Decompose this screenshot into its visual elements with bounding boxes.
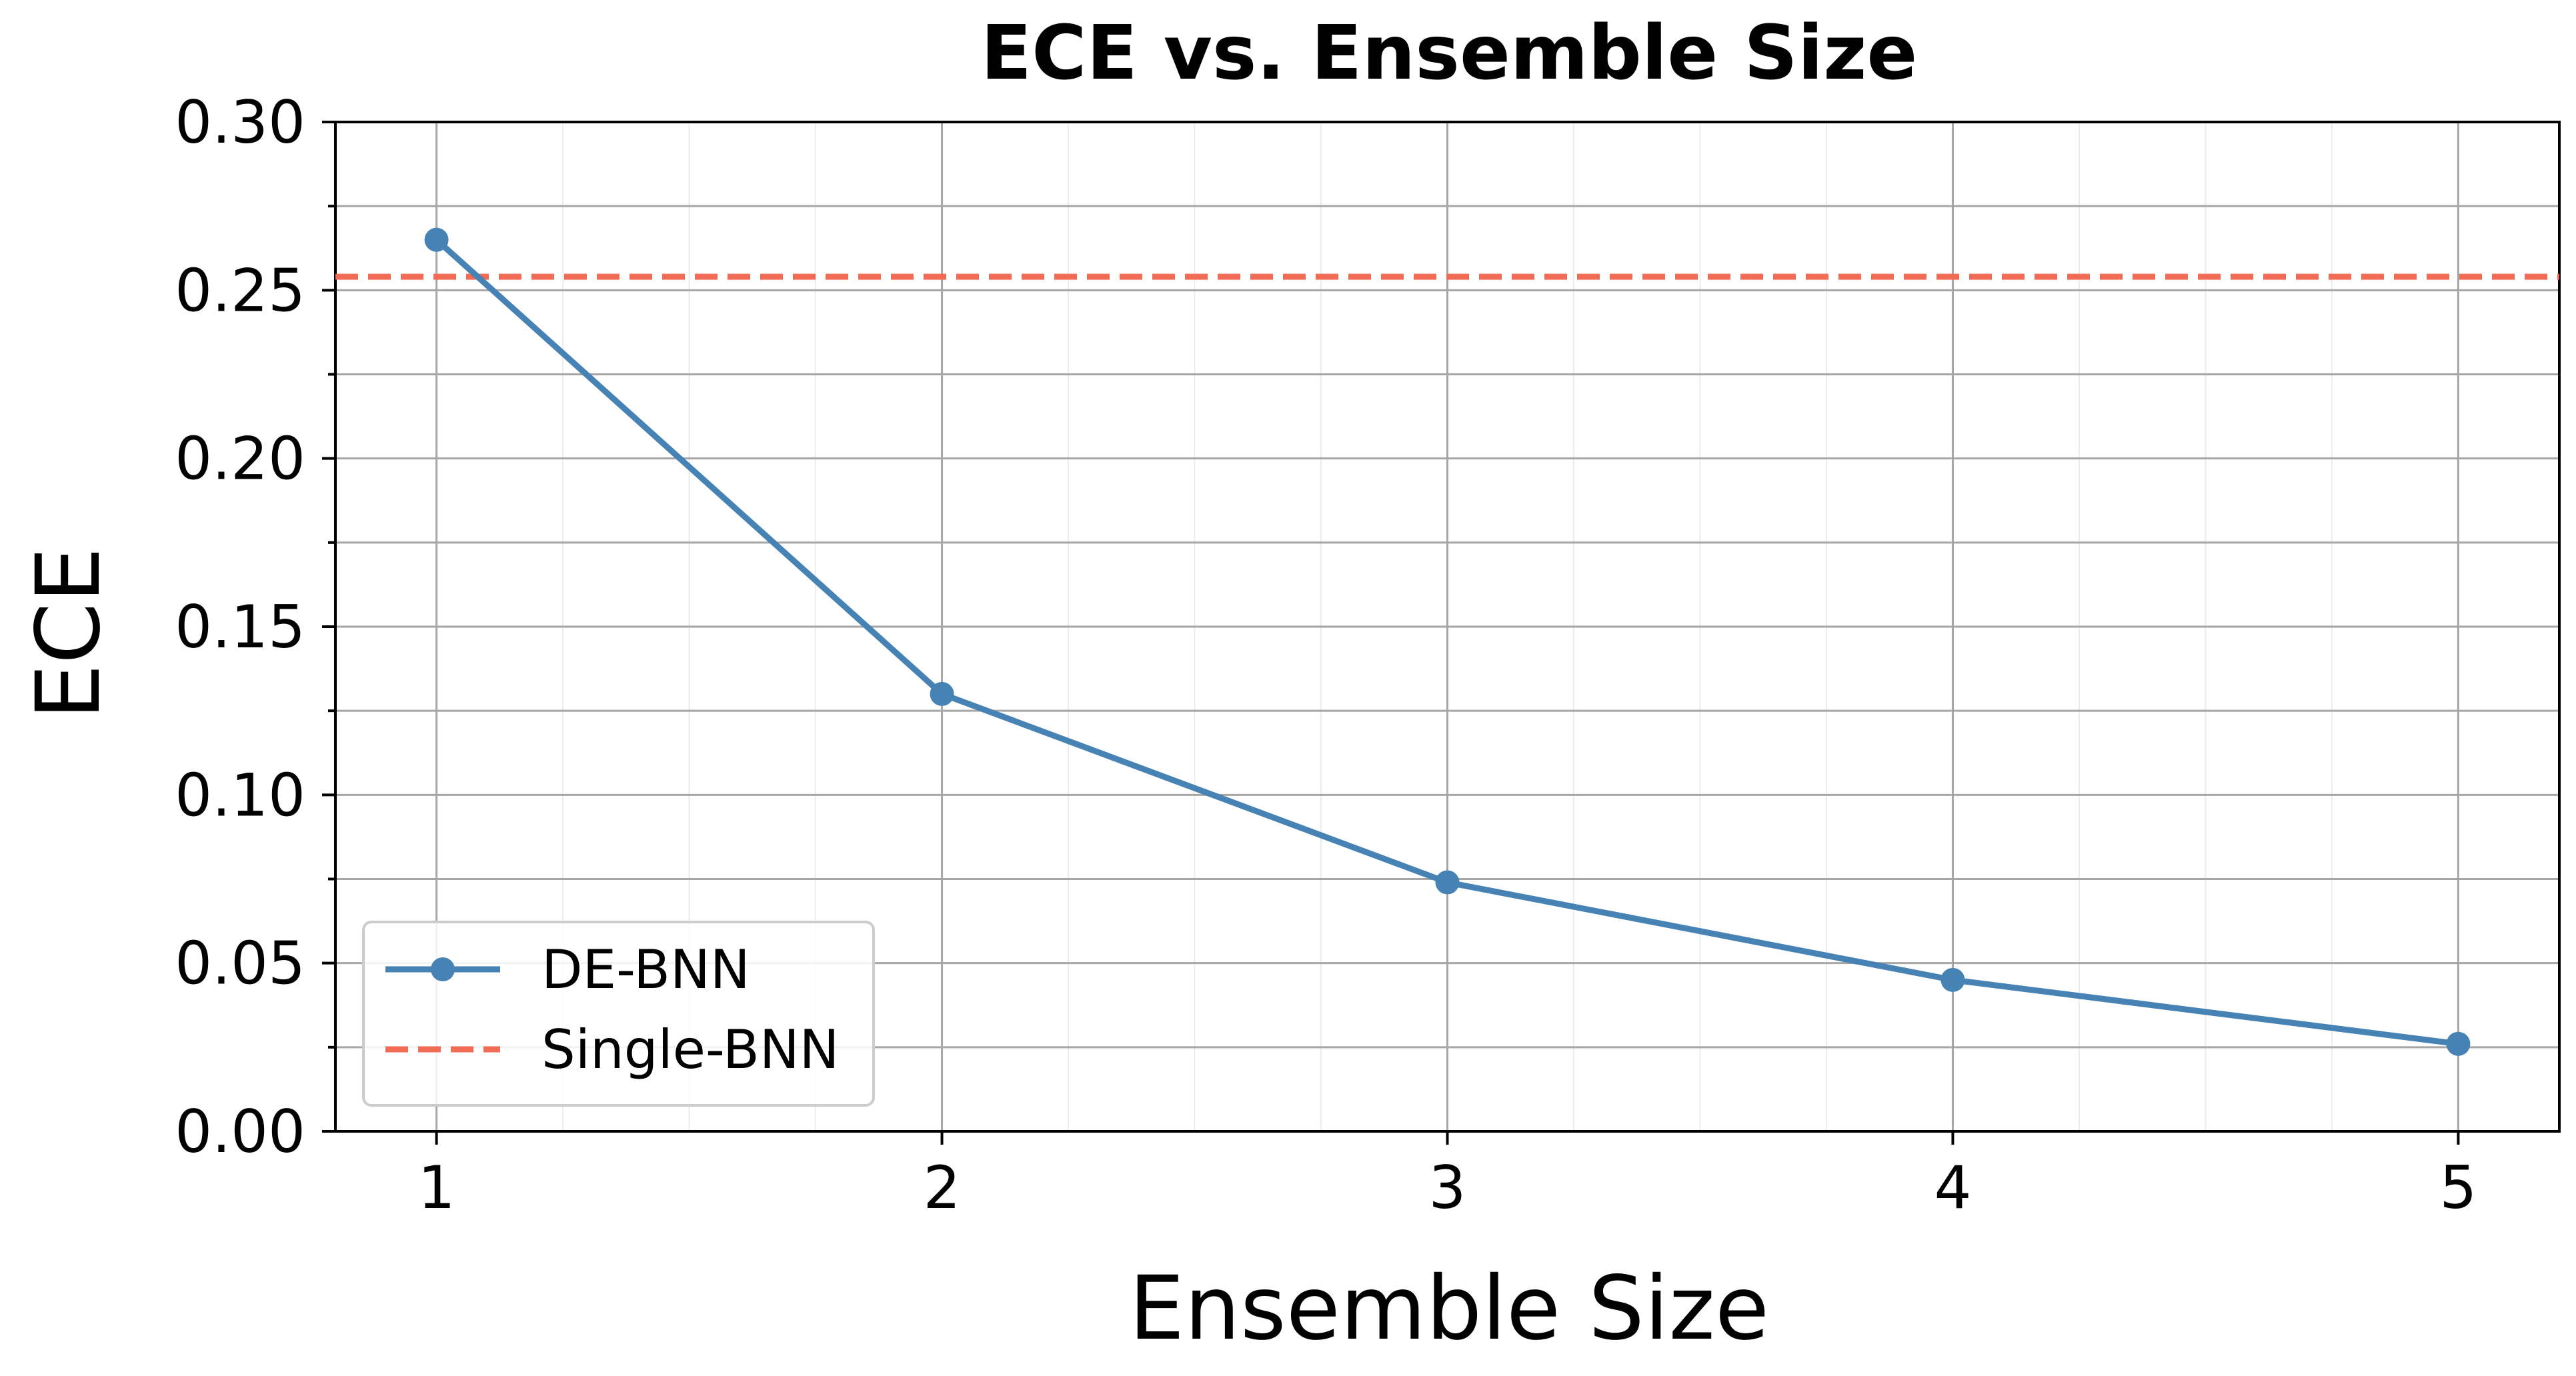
y-tick-label: 0.20: [175, 425, 305, 493]
y-tick-label: 0.00: [175, 1097, 305, 1166]
data-point-de-bnn: [1941, 967, 1965, 992]
axis-ticks: 1 2 3 4 5 0.00 0.05 0.10 0.15 0.20 0.25 0.30: [175, 88, 2477, 1222]
grid-lines: [335, 122, 2559, 1131]
x-axis-label: Ensemble Size: [1129, 1257, 1769, 1360]
data-series: [424, 227, 2471, 1056]
data-point-de-bnn: [424, 227, 449, 252]
legend-label-single-bnn: Single-BNN: [541, 1019, 840, 1081]
legend-label-de-bnn: DE-BNN: [541, 939, 750, 1001]
y-tick-label: 0.30: [175, 88, 305, 157]
chart-title: ECE vs. Ensemble Size: [981, 10, 1918, 97]
y-tick-label: 0.15: [175, 593, 305, 661]
x-tick-label: 1: [418, 1153, 455, 1222]
data-point-de-bnn: [930, 681, 954, 706]
x-tick-label: 2: [924, 1153, 961, 1222]
x-tick-label: 4: [1934, 1153, 1971, 1222]
y-axis-label: ECE: [17, 547, 120, 720]
legend: DE-BNN Single-BNN: [362, 921, 875, 1107]
x-tick-label: 5: [2439, 1153, 2477, 1222]
y-tick-label: 0.10: [175, 761, 305, 829]
legend-marker-de-bnn: [431, 957, 455, 981]
data-point-de-bnn: [2446, 1031, 2471, 1056]
y-tick-label: 0.05: [175, 929, 305, 998]
data-point-de-bnn: [1435, 870, 1460, 895]
y-tick-label: 0.25: [175, 256, 305, 325]
x-tick-label: 3: [1429, 1153, 1466, 1222]
